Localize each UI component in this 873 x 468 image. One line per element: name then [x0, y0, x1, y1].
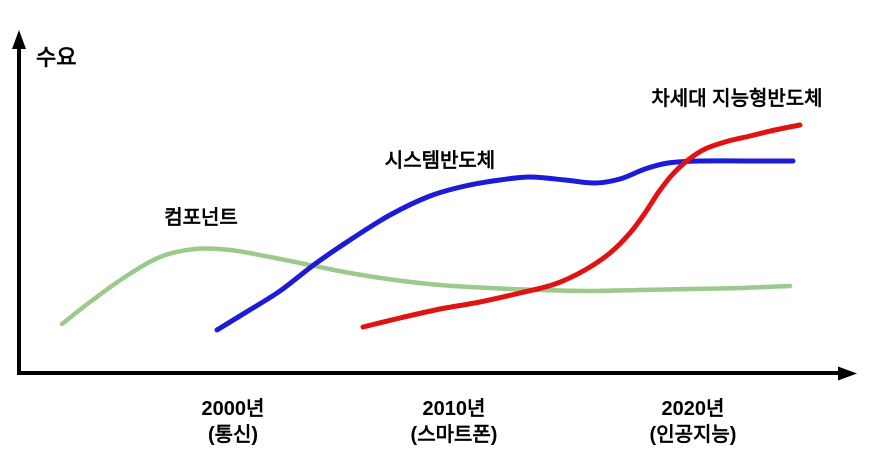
x-tick-2010-era: (스마트폰)	[411, 423, 498, 446]
series-line-component	[59, 246, 793, 327]
x-tick-2000-year: 2000년	[202, 397, 265, 420]
x-tick-2010-year: 2010년	[423, 397, 486, 420]
series-label-component: 컴포넌트	[164, 206, 238, 229]
x-axis-arrowhead-icon	[838, 366, 857, 381]
axes	[12, 30, 857, 381]
x-tick-2020-era: (인공지능)	[650, 423, 737, 446]
y-axis-arrowhead-icon	[12, 30, 26, 49]
x-axis-tick-labels: 2000년 (통신) 2010년 (스마트폰) 2020년 (인공지능)	[202, 397, 737, 446]
x-tick-2000-era: (통신)	[208, 423, 258, 446]
series-curves	[59, 122, 803, 333]
series-line-system-semiconductor	[214, 158, 796, 333]
series-label-next-gen-intelligent-semiconductor: 차세대 지능형반도체	[651, 87, 822, 110]
series-line-next-gen-intelligent-semiconductor	[360, 122, 803, 330]
series-labels: 컴포넌트 시스템반도체 차세대 지능형반도체	[164, 87, 822, 229]
x-tick-2020-year: 2020년	[662, 397, 725, 420]
series-label-system-semiconductor: 시스템반도체	[385, 149, 495, 172]
y-axis-label: 수요	[36, 45, 76, 70]
